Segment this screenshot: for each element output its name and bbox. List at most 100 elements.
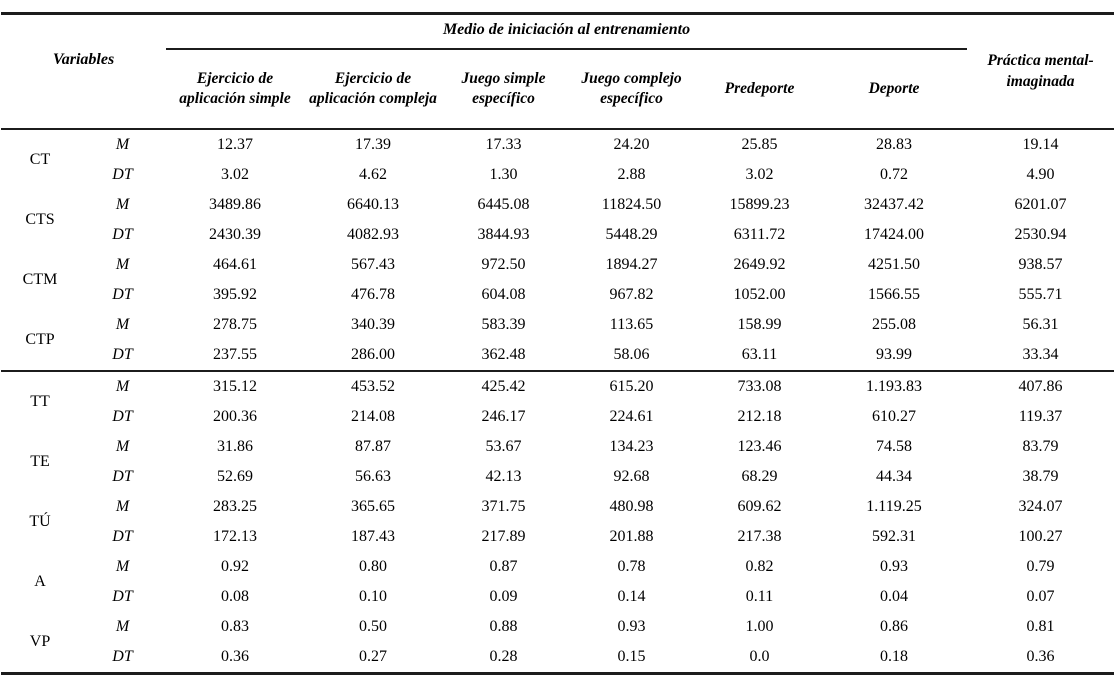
value-cell: 0.04 xyxy=(880,588,908,605)
value-cell: 0.08 xyxy=(221,588,249,605)
value-cell: 0.10 xyxy=(359,588,387,605)
value-cell: 967.82 xyxy=(609,286,654,303)
value-cell: 407.86 xyxy=(1018,378,1063,395)
stat-label-cell: M xyxy=(115,256,130,273)
value-cell: 24.20 xyxy=(613,136,650,153)
value-cell: 17.39 xyxy=(355,136,391,153)
value-cell: 1.119.25 xyxy=(866,498,922,515)
column-header-practica-mental-imaginada: Práctica mental-imaginada xyxy=(967,13,1115,130)
value-cell: 58.06 xyxy=(565,340,698,372)
value-cell: 365.65 xyxy=(351,498,395,515)
variable-cell: A xyxy=(34,573,46,590)
value-cell: 119.37 xyxy=(1018,408,1063,425)
value-cell: 200.36 xyxy=(213,408,257,425)
stat-label-cell: M xyxy=(115,498,130,515)
value-cell: 0.86 xyxy=(880,618,908,635)
value-cell: 0.50 xyxy=(359,618,387,635)
value-cell: 134.23 xyxy=(609,438,654,455)
value-cell: 0.88 xyxy=(489,618,518,635)
value-cell: 324.07 xyxy=(1018,498,1063,515)
value-cell: 2649.92 xyxy=(733,256,786,273)
value-cell: 224.61 xyxy=(609,408,654,425)
value-cell: 172.13 xyxy=(213,528,257,545)
table-row: DT 2430.39 4082.93 3844.93 5448.29 6311.72 174… xyxy=(1,220,1114,250)
column-header-predeporte: Predeporte xyxy=(698,49,821,130)
value-cell: 1.193.83 xyxy=(866,378,922,395)
column-header-deporte: Deporte xyxy=(821,49,968,130)
value-cell: 4251.50 xyxy=(868,256,920,273)
value-cell: 44.34 xyxy=(876,468,912,485)
table-row: DT 237.55 286.00 362.48 58.06 63.11 93.99 33.34 xyxy=(1,340,1115,372)
value-cell: 32437.42 xyxy=(864,196,924,213)
variable-cell: CTP xyxy=(1,310,79,372)
value-cell: 0.09 xyxy=(489,588,518,605)
value-cell: 0.07 xyxy=(1026,588,1055,605)
value-cell: 2.88 xyxy=(617,166,646,183)
stat-label-cell: DT xyxy=(112,648,133,665)
stat-label-cell: DT xyxy=(79,340,166,372)
table-row: DT 3.02 4.62 1.30 2.88 3.02 0.72 4.90 xyxy=(1,160,1114,190)
value-cell: 583.39 xyxy=(481,316,526,333)
stat-label-cell: DT xyxy=(112,468,133,485)
value-cell: 1894.27 xyxy=(605,256,658,273)
stat-label-cell: M xyxy=(115,316,130,333)
value-cell: 158.99 xyxy=(737,316,782,333)
value-cell: 604.08 xyxy=(481,286,526,303)
value-cell: 315.12 xyxy=(213,378,257,395)
stat-label-cell: M xyxy=(115,136,130,153)
value-cell: 972.50 xyxy=(481,256,526,273)
value-cell: 0.36 xyxy=(221,648,249,665)
value-cell: 187.43 xyxy=(351,528,395,545)
value-cell: 255.08 xyxy=(872,316,916,333)
value-cell: 214.08 xyxy=(351,408,395,425)
value-cell: 733.08 xyxy=(737,378,782,395)
value-cell: 609.62 xyxy=(737,498,782,515)
table-row: TT M 315.12 453.52 425.42 615.20 733.08 1.193.8… xyxy=(1,371,1114,410)
value-cell: 6201.07 xyxy=(1014,196,1067,213)
table-row: DT 0.08 0.10 0.09 0.14 0.11 0.04 0.07 xyxy=(1,582,1114,612)
value-cell: 38.79 xyxy=(1022,468,1059,485)
value-cell: 0.15 xyxy=(617,648,646,665)
value-cell: 0.27 xyxy=(359,648,387,665)
stat-label-cell: DT xyxy=(112,408,133,425)
value-cell: 3.02 xyxy=(745,166,774,183)
value-cell: 31.86 xyxy=(217,438,253,455)
value-cell: 567.43 xyxy=(351,256,395,273)
value-cell: 3.02 xyxy=(221,166,249,183)
stat-label-cell: DT xyxy=(112,286,133,303)
value-cell: 63.11 xyxy=(698,340,821,372)
value-cell: 33.34 xyxy=(967,340,1115,372)
value-cell: 476.78 xyxy=(351,286,395,303)
value-cell: 0.11 xyxy=(745,588,774,605)
value-cell: 0.36 xyxy=(1026,648,1055,665)
value-cell: 123.46 xyxy=(737,438,782,455)
value-cell: 113.65 xyxy=(609,316,654,333)
value-cell: 11824.50 xyxy=(601,196,662,213)
value-cell: 201.88 xyxy=(609,528,654,545)
value-cell: 0.80 xyxy=(359,558,387,575)
value-cell: 3489.86 xyxy=(209,196,261,213)
table-row: TÚ M 283.25 365.65 371.75 480.98 609.62 1.119.2… xyxy=(1,492,1114,530)
value-cell: 0.81 xyxy=(1026,618,1055,635)
value-cell: 17.33 xyxy=(485,136,522,153)
value-cell: 1566.55 xyxy=(868,286,920,303)
variables-header: Variables xyxy=(1,13,166,130)
value-cell: 68.29 xyxy=(741,468,778,485)
table-row: DT 172.13 187.43 217.89 201.88 217.38 592.31 10… xyxy=(1,522,1114,552)
variable-cell: TÚ xyxy=(29,513,51,530)
value-cell: 1.00 xyxy=(745,618,774,635)
table-row: DT 395.92 476.78 604.08 967.82 1052.00 1566.55… xyxy=(1,280,1114,310)
value-cell: 1052.00 xyxy=(733,286,786,303)
table-row: CTP M 278.75 340.39 583.39 113.65 158.99 255.08… xyxy=(1,310,1114,372)
value-cell: 2430.39 xyxy=(209,226,261,243)
variable-cell: TT xyxy=(30,393,50,410)
value-cell: 83.79 xyxy=(1022,438,1059,455)
value-cell: 0.0 xyxy=(749,648,770,665)
table-row: DT 200.36 214.08 246.17 224.61 212.18 610.27 11… xyxy=(1,402,1114,432)
value-cell: 56.31 xyxy=(1022,316,1059,333)
value-cell: 12.37 xyxy=(217,136,253,153)
value-cell: 286.00 xyxy=(304,340,442,372)
column-header-juego-complejo-especifico: Juego complejo específico xyxy=(565,49,698,130)
value-cell: 6640.13 xyxy=(347,196,399,213)
value-cell: 480.98 xyxy=(609,498,654,515)
